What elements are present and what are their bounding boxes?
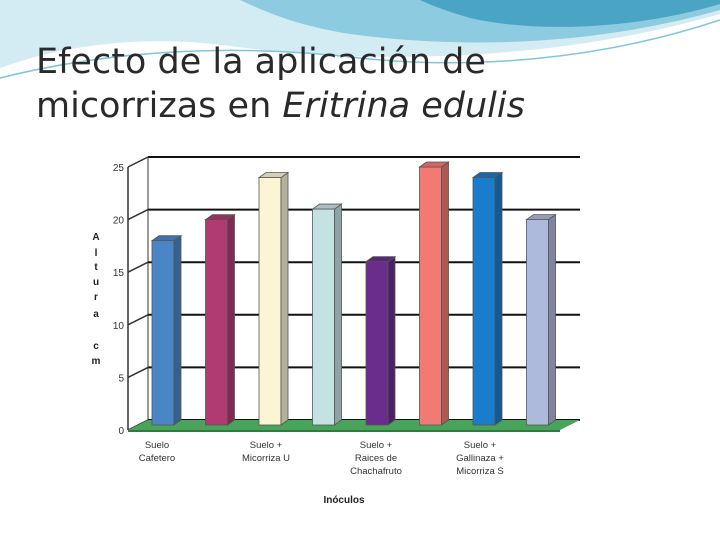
bar-front <box>365 261 389 426</box>
bar-3 <box>257 171 290 426</box>
title-line-1: Efecto de la aplicación de <box>36 42 486 82</box>
bar-front <box>151 240 175 426</box>
bar-chart: 0 5 10 15 20 25 Suelo Cafetero Suelo + Micorriza… <box>82 150 594 510</box>
y-title-letter-9: m <box>92 356 101 367</box>
bar-front <box>258 177 282 426</box>
y-tick-label-5: 25 <box>113 163 125 174</box>
header-swoosh-decoration <box>0 0 720 79</box>
x-category-label-4-line-2: Gallinaza + <box>456 453 504 464</box>
bar-front <box>526 219 549 426</box>
gridline-side-4 <box>127 208 149 221</box>
bar-top <box>150 235 183 242</box>
bar-2 <box>204 213 236 426</box>
bar-front <box>419 166 442 426</box>
y-title-letter-6: a <box>93 309 99 320</box>
y-tick-label-3: 15 <box>113 268 125 279</box>
y-title-letter-5: r <box>94 292 98 303</box>
bar-top <box>364 256 397 263</box>
x-axis-labels: Suelo Cafetero Suelo + Micorriza U Suelo + Ra… <box>139 440 505 477</box>
bar-1 <box>150 234 183 426</box>
bar-top <box>204 214 236 220</box>
bar-front <box>312 208 335 426</box>
bar-front <box>472 177 496 426</box>
bar-side <box>334 203 342 426</box>
x-category-label-3-line-1: Suelo + <box>360 440 393 451</box>
slide-title: Efecto de la aplicación de micorrizas en… <box>36 40 696 128</box>
bar-top <box>418 161 450 168</box>
gridline-side-5 <box>127 156 149 168</box>
bar-5 <box>364 255 397 426</box>
bar-6 <box>418 161 450 426</box>
y-tick-label-1: 5 <box>118 373 124 384</box>
bar-top <box>311 203 343 210</box>
gridline-side-3 <box>127 261 149 273</box>
x-category-label-3-line-3: Chachafruto <box>350 466 402 477</box>
x-category-label-1-line-1: Suelo <box>145 440 169 451</box>
gridline-side-2 <box>127 314 149 326</box>
swoosh-line <box>0 19 720 79</box>
bar-side <box>494 171 503 426</box>
x-category-label-4-line-3: Micorriza S <box>456 466 504 477</box>
bar-side <box>227 213 235 426</box>
x-category-label-3-line-2: Raices de <box>355 453 397 464</box>
gridline-side-1 <box>127 366 149 379</box>
x-category-label-4-line-1: Suelo + <box>464 440 497 451</box>
x-category-label-2-line-2: Micorriza U <box>242 453 290 464</box>
y-tick-label-0: 0 <box>118 426 124 437</box>
y-title-letter-3: t <box>94 262 98 273</box>
bar-side <box>280 171 289 426</box>
y-title-letter-4: u <box>93 277 99 288</box>
title-line-2: micorrizas en Eritrina edulis <box>36 84 696 128</box>
bar-side <box>173 234 182 426</box>
bar-side <box>387 255 396 426</box>
x-axis-title: Inóculos <box>323 495 365 506</box>
y-tick-label-4: 20 <box>113 216 125 227</box>
bar-side <box>548 213 556 426</box>
y-title-letter-8: c <box>93 341 99 352</box>
floor-edge <box>128 430 560 432</box>
title-species-name: Eritrina edulis <box>282 86 525 126</box>
x-category-label-1-line-2: Cafetero <box>139 453 175 464</box>
bar-8 <box>525 213 557 426</box>
bar-4 <box>311 203 343 426</box>
title-line-2-text: micorrizas en <box>36 86 283 126</box>
x-category-label-2-line-1: Suelo + <box>250 440 283 451</box>
chart-floor <box>128 420 580 432</box>
y-tick-label-2: 10 <box>113 321 125 332</box>
swoosh-band-dark <box>420 0 720 27</box>
bar-7 <box>471 171 504 426</box>
bar-top <box>525 214 557 220</box>
y-title-letter-1: A <box>92 232 99 243</box>
floor-top <box>128 420 580 430</box>
bar-top <box>257 172 290 178</box>
bar-side <box>441 161 449 426</box>
y-axis: 0 5 10 15 20 25 <box>113 157 149 437</box>
bar-front <box>205 219 228 426</box>
bar-top <box>471 172 504 178</box>
y-title-letter-2: l <box>95 248 98 259</box>
bars <box>150 161 557 426</box>
